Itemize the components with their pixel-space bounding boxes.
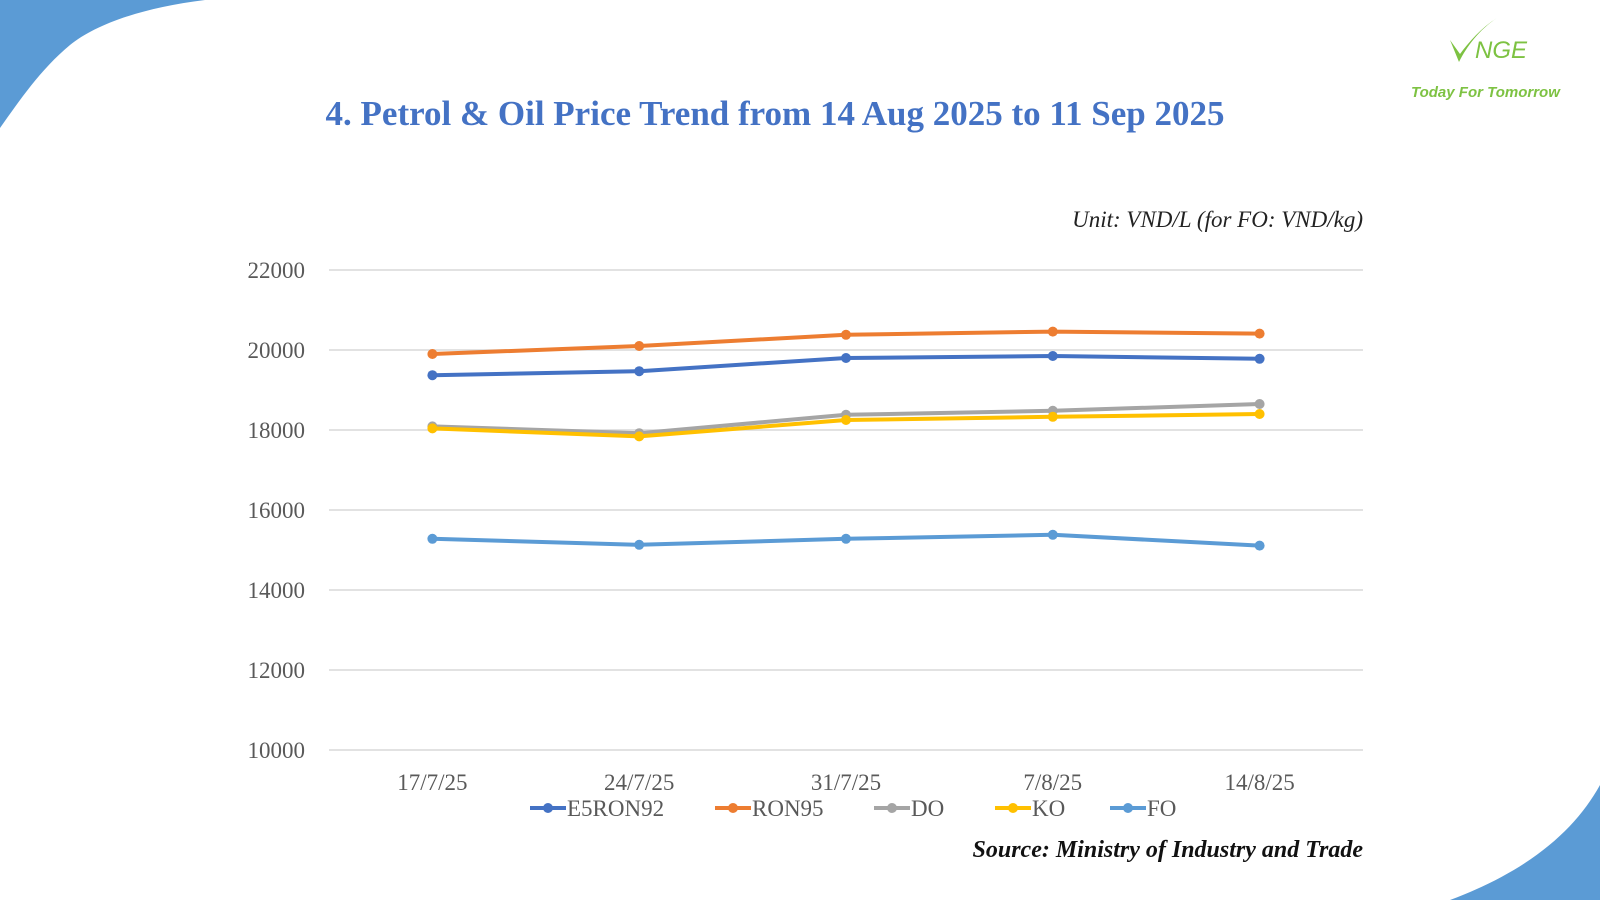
data-point (1047, 529, 1058, 540)
legend-swatch-marker (728, 803, 738, 813)
legend-label: E5RON92 (567, 796, 664, 821)
legend-label: FO (1147, 796, 1176, 821)
page-title: 4. Petrol & Oil Price Trend from 14 Aug … (325, 94, 1225, 133)
data-point (841, 353, 851, 363)
legend-item-ko: KO (995, 796, 1065, 821)
data-point (1254, 540, 1265, 551)
legend-swatch-marker (1008, 803, 1018, 813)
legend-swatch-marker (543, 803, 553, 813)
series-lines (427, 326, 1265, 551)
legend-item-ron95: RON95 (715, 796, 824, 821)
data-point (841, 329, 851, 340)
legend-swatch-marker (1123, 803, 1133, 813)
x-tick-label: 7/8/25 (1023, 770, 1082, 795)
x-tick-label: 31/7/25 (811, 770, 881, 795)
unit-note: Unit: VND/L (for FO: VND/kg) (1072, 207, 1363, 232)
series-ron95 (427, 326, 1265, 359)
data-point (427, 533, 438, 544)
y-tick-label: 20000 (248, 338, 306, 363)
data-point (1254, 353, 1265, 364)
y-tick-label: 14000 (248, 578, 306, 603)
data-point (1254, 399, 1265, 409)
legend-item-e5ron92: E5RON92 (530, 796, 664, 821)
data-point (634, 366, 645, 377)
logo-tagline: Today For Tomorrow (1411, 84, 1560, 101)
legend-label: KO (1032, 796, 1065, 821)
gridlines (329, 269, 1363, 751)
y-tick-label: 10000 (248, 738, 306, 763)
source-note: Source: Ministry of Industry and Trade (972, 837, 1364, 863)
data-point (1254, 328, 1265, 339)
y-tick-label: 16000 (248, 498, 306, 523)
data-point (841, 533, 851, 544)
x-tick-label: 14/8/25 (1224, 770, 1294, 795)
series-e5ron92 (427, 351, 1265, 381)
data-point (634, 341, 645, 351)
data-point (841, 415, 851, 425)
data-point (634, 539, 645, 550)
x-axis-ticks: 17/7/25 24/7/25 31/7/25 7/8/25 14/8/25 (397, 770, 1294, 795)
y-axis-ticks: 10000 12000 14000 16000 18000 20000 22000 (248, 258, 306, 763)
series-ko (427, 409, 1265, 442)
logo-wordmark: VNGE (1447, 20, 1527, 68)
data-point (1047, 351, 1058, 361)
data-point (427, 423, 438, 434)
y-tick-label: 22000 (248, 258, 306, 283)
x-tick-label: 17/7/25 (397, 770, 467, 795)
vnge-logo: VNGE Today For Tomorrow (1405, 18, 1590, 108)
y-tick-label: 18000 (248, 418, 306, 443)
y-tick-label: 12000 (248, 658, 306, 683)
data-point (427, 370, 438, 381)
legend-label: DO (911, 796, 944, 821)
legend: E5RON92 RON95 DO KO FO (530, 796, 1176, 821)
x-tick-label: 24/7/25 (604, 770, 674, 795)
series-fo (427, 529, 1265, 551)
data-point (1254, 409, 1265, 419)
data-point (1047, 326, 1058, 337)
legend-swatch-marker (887, 803, 897, 813)
legend-item-do: DO (874, 796, 944, 821)
legend-item-fo: FO (1110, 796, 1176, 821)
data-point (634, 431, 645, 442)
data-point (427, 349, 438, 359)
data-point (1047, 411, 1058, 422)
logo-nge: NGE (1475, 37, 1528, 64)
legend-label: RON95 (752, 796, 824, 821)
